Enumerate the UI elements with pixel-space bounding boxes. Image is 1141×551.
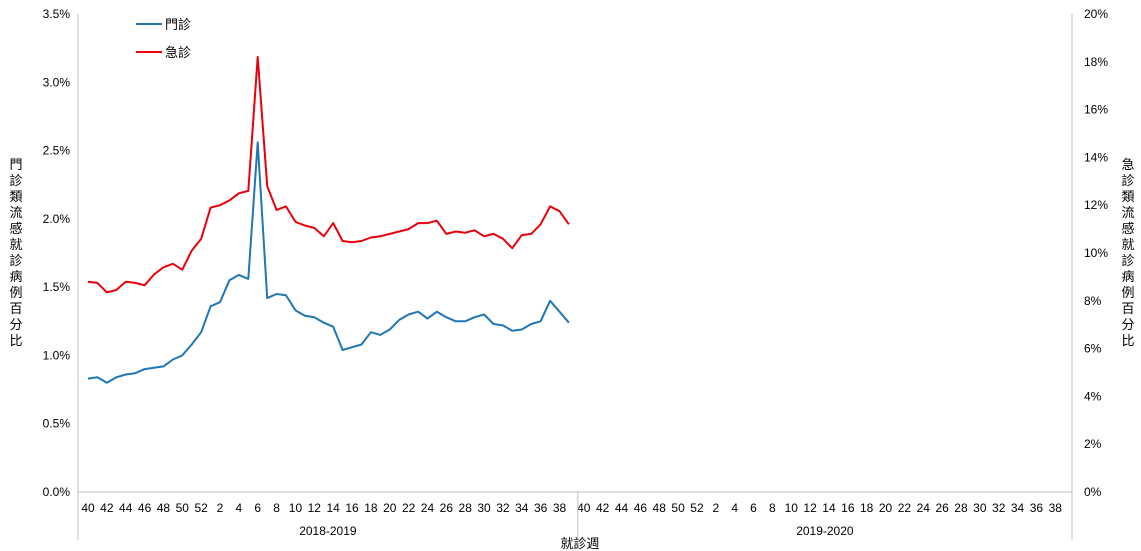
x-week-tick-label: 34: [515, 501, 529, 515]
right-y-axis-title: 急診類流感就診病例百分比: [1121, 158, 1134, 349]
right-y-tick-label: 14%: [1084, 150, 1108, 164]
x-week-tick-label: 50: [176, 501, 190, 515]
season-label: 2019-2020: [796, 524, 854, 538]
x-week-tick-label: 42: [596, 501, 610, 515]
x-week-tick-label: 20: [383, 501, 397, 515]
left-y-axis-title: 門診類流感就診病例百分比: [9, 158, 22, 349]
right-y-tick-label: 8%: [1084, 294, 1102, 308]
x-week-tick-label: 4: [236, 501, 243, 515]
x-week-tick-label: 40: [81, 501, 95, 515]
x-week-tick-label: 28: [459, 501, 473, 515]
x-week-tick-label: 10: [289, 501, 303, 515]
x-week-tick-label: 22: [402, 501, 416, 515]
x-week-tick-label: 46: [634, 501, 648, 515]
legend-label: 急診: [165, 45, 191, 61]
x-week-tick-label: 26: [440, 501, 454, 515]
right-y-tick-label: 16%: [1084, 103, 1108, 117]
left-y-tick-label: 0.5%: [43, 417, 71, 431]
x-week-tick-label: 44: [119, 501, 133, 515]
x-week-tick-label: 16: [841, 501, 855, 515]
right-y-tick-label: 4%: [1084, 389, 1102, 403]
right-y-tick-label: 10%: [1084, 246, 1108, 260]
x-week-tick-label: 18: [860, 501, 874, 515]
x-axis-title: 就診週: [560, 536, 599, 551]
right-y-tick-label: 0%: [1084, 485, 1102, 499]
x-week-tick-label: 36: [534, 501, 548, 515]
x-week-tick-label: 6: [750, 501, 757, 515]
right-y-tick-label: 20%: [1084, 7, 1108, 21]
right-y-tick-label: 6%: [1084, 342, 1102, 356]
left-y-tick-label: 1.0%: [43, 348, 71, 362]
x-week-tick-label: 8: [273, 501, 280, 515]
left-y-tick-label: 1.5%: [43, 280, 71, 294]
x-week-tick-label: 30: [477, 501, 491, 515]
x-week-tick-label: 2: [712, 501, 719, 515]
x-week-tick-label: 40: [577, 501, 591, 515]
x-week-tick-label: 12: [308, 501, 322, 515]
right-y-tick-label: 2%: [1084, 437, 1102, 451]
left-y-tick-label: 3.5%: [43, 7, 71, 21]
x-week-tick-label: 32: [992, 501, 1006, 515]
series-line-outpatient: [87, 141, 570, 384]
x-week-tick-label: 16: [345, 501, 359, 515]
x-week-tick-label: 8: [769, 501, 776, 515]
x-week-tick-label: 36: [1030, 501, 1044, 515]
season-label: 2018-2019: [299, 524, 357, 538]
x-week-tick-label: 44: [615, 501, 629, 515]
x-week-tick-label: 20: [879, 501, 893, 515]
x-week-tick-label: 34: [1011, 501, 1025, 515]
x-week-tick-label: 18: [364, 501, 378, 515]
axes-layer: 0.0% 0.5% 1.0% 1.5% 2.0% 2.5% 3.0% 3.5% 0% 2% 4% 6%…: [9, 7, 1134, 551]
left-y-tick-label: 2.5%: [43, 144, 71, 158]
left-y-tick-label: 0.0%: [43, 485, 71, 499]
x-week-tick-label: 2: [217, 501, 224, 515]
x-week-tick-label: 38: [1049, 501, 1063, 515]
x-week-tick-label: 22: [898, 501, 912, 515]
right-y-tick-label: 18%: [1084, 55, 1108, 69]
x-week-tick-label: 26: [935, 501, 949, 515]
x-week-tick-label: 46: [138, 501, 152, 515]
x-week-tick-label: 14: [327, 501, 341, 515]
right-y-tick-label: 12%: [1084, 198, 1108, 212]
x-week-tick-label: 30: [973, 501, 987, 515]
x-week-tick-label: 32: [496, 501, 510, 515]
series-layer: [87, 56, 570, 384]
x-week-tick-label: 14: [822, 501, 836, 515]
x-week-tick-label: 50: [671, 501, 685, 515]
x-week-tick-label: 24: [421, 501, 435, 515]
left-y-tick-label: 3.0%: [43, 75, 71, 89]
x-week-tick-label: 24: [917, 501, 931, 515]
x-week-tick-label: 28: [954, 501, 968, 515]
x-week-tick-label: 38: [553, 501, 567, 515]
series-line-emergency: [87, 56, 570, 294]
x-week-tick-label: 52: [690, 501, 704, 515]
x-week-tick-label: 10: [785, 501, 799, 515]
x-week-tick-label: 42: [100, 501, 114, 515]
x-week-tick-label: 52: [194, 501, 208, 515]
legend-label: 門診: [165, 17, 191, 33]
x-week-tick-label: 6: [254, 501, 261, 515]
x-week-tick-label: 48: [653, 501, 667, 515]
x-week-tick-label: 4: [731, 501, 738, 515]
x-week-tick-label: 12: [803, 501, 817, 515]
x-week-tick-label: 48: [157, 501, 171, 515]
left-y-tick-label: 2.0%: [43, 212, 71, 226]
